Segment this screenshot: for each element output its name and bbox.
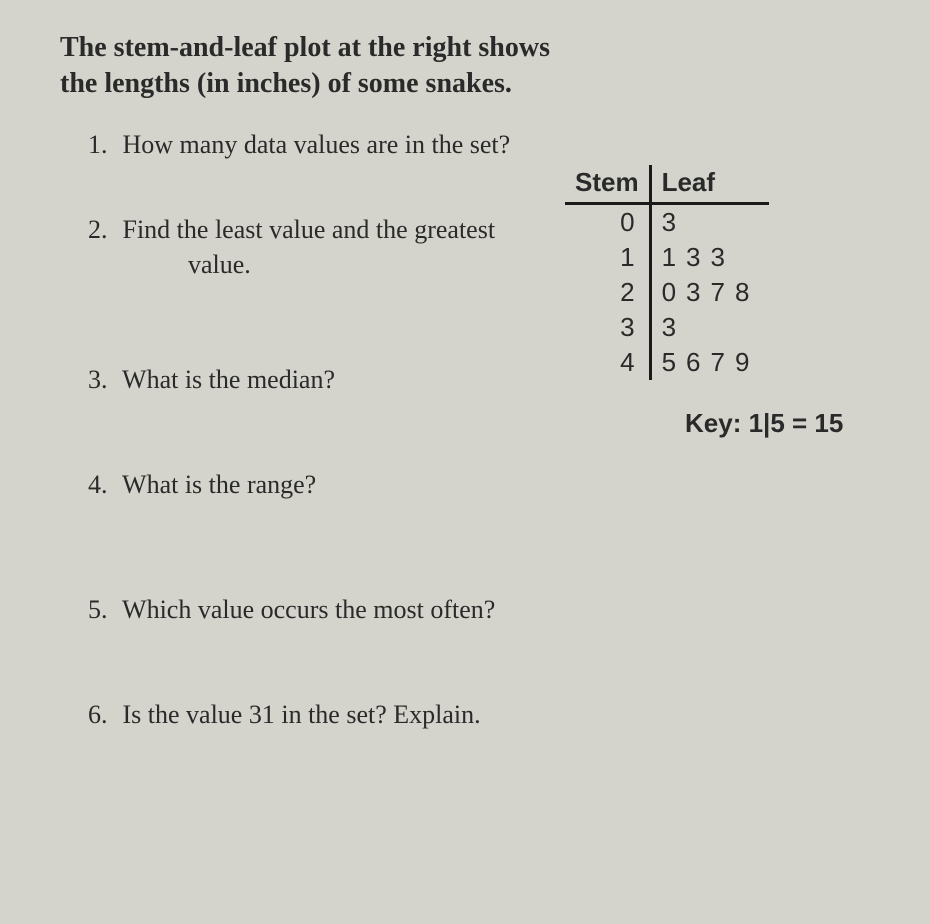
question-4: 4. What is the range?: [88, 467, 880, 502]
stem-leaf-row: 4 5679: [565, 345, 769, 380]
question-2: 2. Find the least value and the greatest…: [88, 212, 588, 282]
stem-leaf-key: Key: 1|5 = 15: [685, 408, 843, 439]
question-1-text: How many data values are in the set?: [123, 130, 511, 159]
question-5-number: 5.: [88, 592, 116, 627]
stem-leaf-row: 2 0378: [565, 275, 769, 310]
stem-leaf-plot: Stem Leaf 0 3 1 133 2 0378 3 3 4 5679: [565, 165, 769, 380]
intro-line-1: The stem-and-leaf plot at the right show…: [60, 32, 550, 63]
stem-cell: 3: [565, 310, 650, 345]
leaf-cell: 5679: [650, 345, 769, 380]
leaf-cell: 0378: [650, 275, 769, 310]
stem-cell: 1: [565, 240, 650, 275]
leaf-cell: 3: [650, 204, 769, 241]
stem-cell: 4: [565, 345, 650, 380]
intro-text: The stem-and-leaf plot at the right show…: [60, 30, 880, 103]
question-2-number: 2.: [88, 212, 116, 247]
stem-leaf-table: Stem Leaf 0 3 1 133 2 0378 3 3 4 5679: [565, 165, 769, 380]
leaf-header: Leaf: [650, 165, 769, 204]
worksheet-page: The stem-and-leaf plot at the right show…: [0, 0, 930, 786]
stem-leaf-row: 1 133: [565, 240, 769, 275]
question-4-text: What is the range?: [122, 470, 316, 499]
question-4-number: 4.: [88, 467, 116, 502]
intro-line-2: the lengths (in inches) of some snakes.: [60, 68, 512, 99]
stem-header: Stem: [565, 165, 650, 204]
question-3-text: What is the median?: [122, 365, 335, 394]
leaf-cell: 133: [650, 240, 769, 275]
stem-leaf-header-row: Stem Leaf: [565, 165, 769, 204]
question-2-text-b: value.: [188, 247, 588, 282]
leaf-cell: 3: [650, 310, 769, 345]
stem-leaf-row: 0 3: [565, 204, 769, 241]
question-6-number: 6.: [88, 697, 116, 732]
stem-cell: 0: [565, 204, 650, 241]
question-2-text-a: Find the least value and the greatest: [123, 215, 496, 244]
question-6-text: Is the value 31 in the set? Explain.: [123, 700, 481, 729]
question-6: 6. Is the value 31 in the set? Explain.: [88, 697, 880, 732]
question-1: 1. How many data values are in the set?: [88, 127, 880, 162]
question-5: 5. Which value occurs the most often?: [88, 592, 880, 627]
question-1-number: 1.: [88, 127, 116, 162]
stem-leaf-row: 3 3: [565, 310, 769, 345]
stem-cell: 2: [565, 275, 650, 310]
question-3-number: 3.: [88, 362, 116, 397]
question-5-text: Which value occurs the most often?: [122, 595, 495, 624]
